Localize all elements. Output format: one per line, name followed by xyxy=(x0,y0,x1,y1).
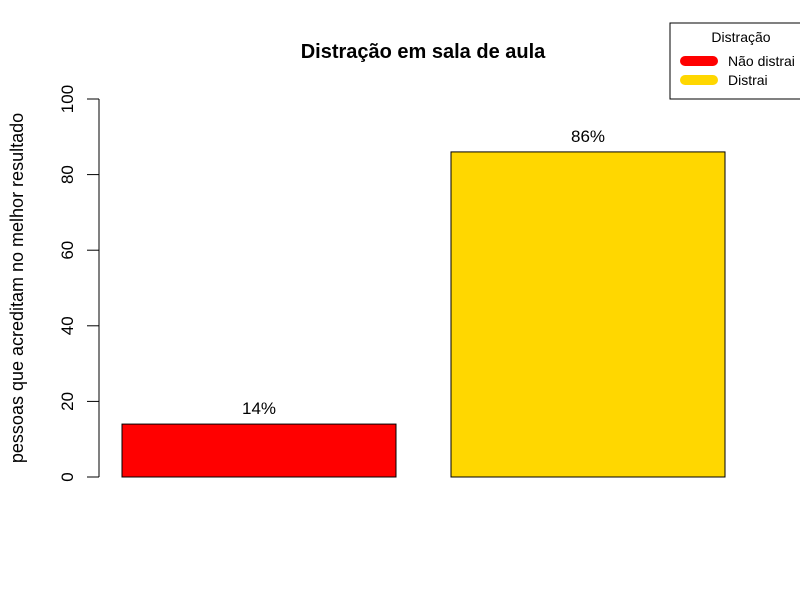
legend: Distração Não distrai Distrai xyxy=(669,22,800,100)
y-tick-label: 20 xyxy=(58,392,77,411)
y-tick-label: 100 xyxy=(58,85,77,113)
data-labels: 14% 86% xyxy=(242,127,605,418)
y-tick-label: 40 xyxy=(58,316,77,335)
legend-box xyxy=(669,22,800,100)
legend-title: Distração xyxy=(711,29,770,45)
bar xyxy=(121,423,397,478)
y-axis: 0 20 40 60 80 100 xyxy=(58,85,100,482)
data-label: 86% xyxy=(571,127,605,146)
bars xyxy=(121,151,726,478)
y-tick-label: 0 xyxy=(58,472,77,481)
y-tick-label: 80 xyxy=(58,165,77,184)
chart-title: Distração em sala de aula xyxy=(301,41,546,63)
y-axis-label: pessoas que acreditam no melhor resultad… xyxy=(7,113,27,463)
legend-entry-label: Distrai xyxy=(728,72,768,88)
y-tick-label: 60 xyxy=(58,241,77,260)
data-label: 14% xyxy=(242,399,276,418)
bar xyxy=(450,151,726,478)
legend-entry-label: Não distrai xyxy=(728,53,795,69)
